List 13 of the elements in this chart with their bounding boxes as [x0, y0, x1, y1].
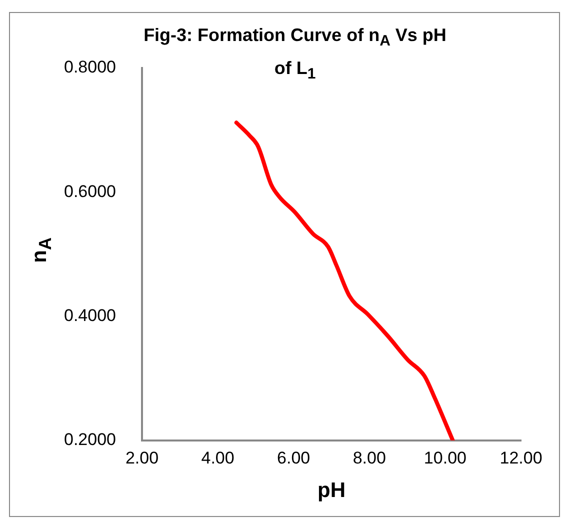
x-axis-title: pH	[318, 479, 346, 502]
y-tick-label: 0.2000	[64, 430, 116, 450]
x-tick-label: 12.00	[500, 448, 542, 468]
x-tick-label: 4.00	[201, 448, 234, 468]
x-tick-label: 2.00	[125, 448, 159, 468]
x-tick-label: 6.00	[277, 448, 310, 468]
y-tick-label: 0.8000	[64, 58, 116, 77]
chart-title: Fig-3: Formation Curve of n$_{A}$ Vs pH of L$_{1}$	[144, 25, 446, 82]
x-tick-label: 8.00	[352, 448, 386, 468]
y-tick-label: 0.6000	[64, 182, 116, 201]
x-tick-label: 10.00	[424, 448, 466, 468]
y-tick-label: 0.4000	[64, 306, 116, 325]
line-series	[234, 120, 455, 440]
